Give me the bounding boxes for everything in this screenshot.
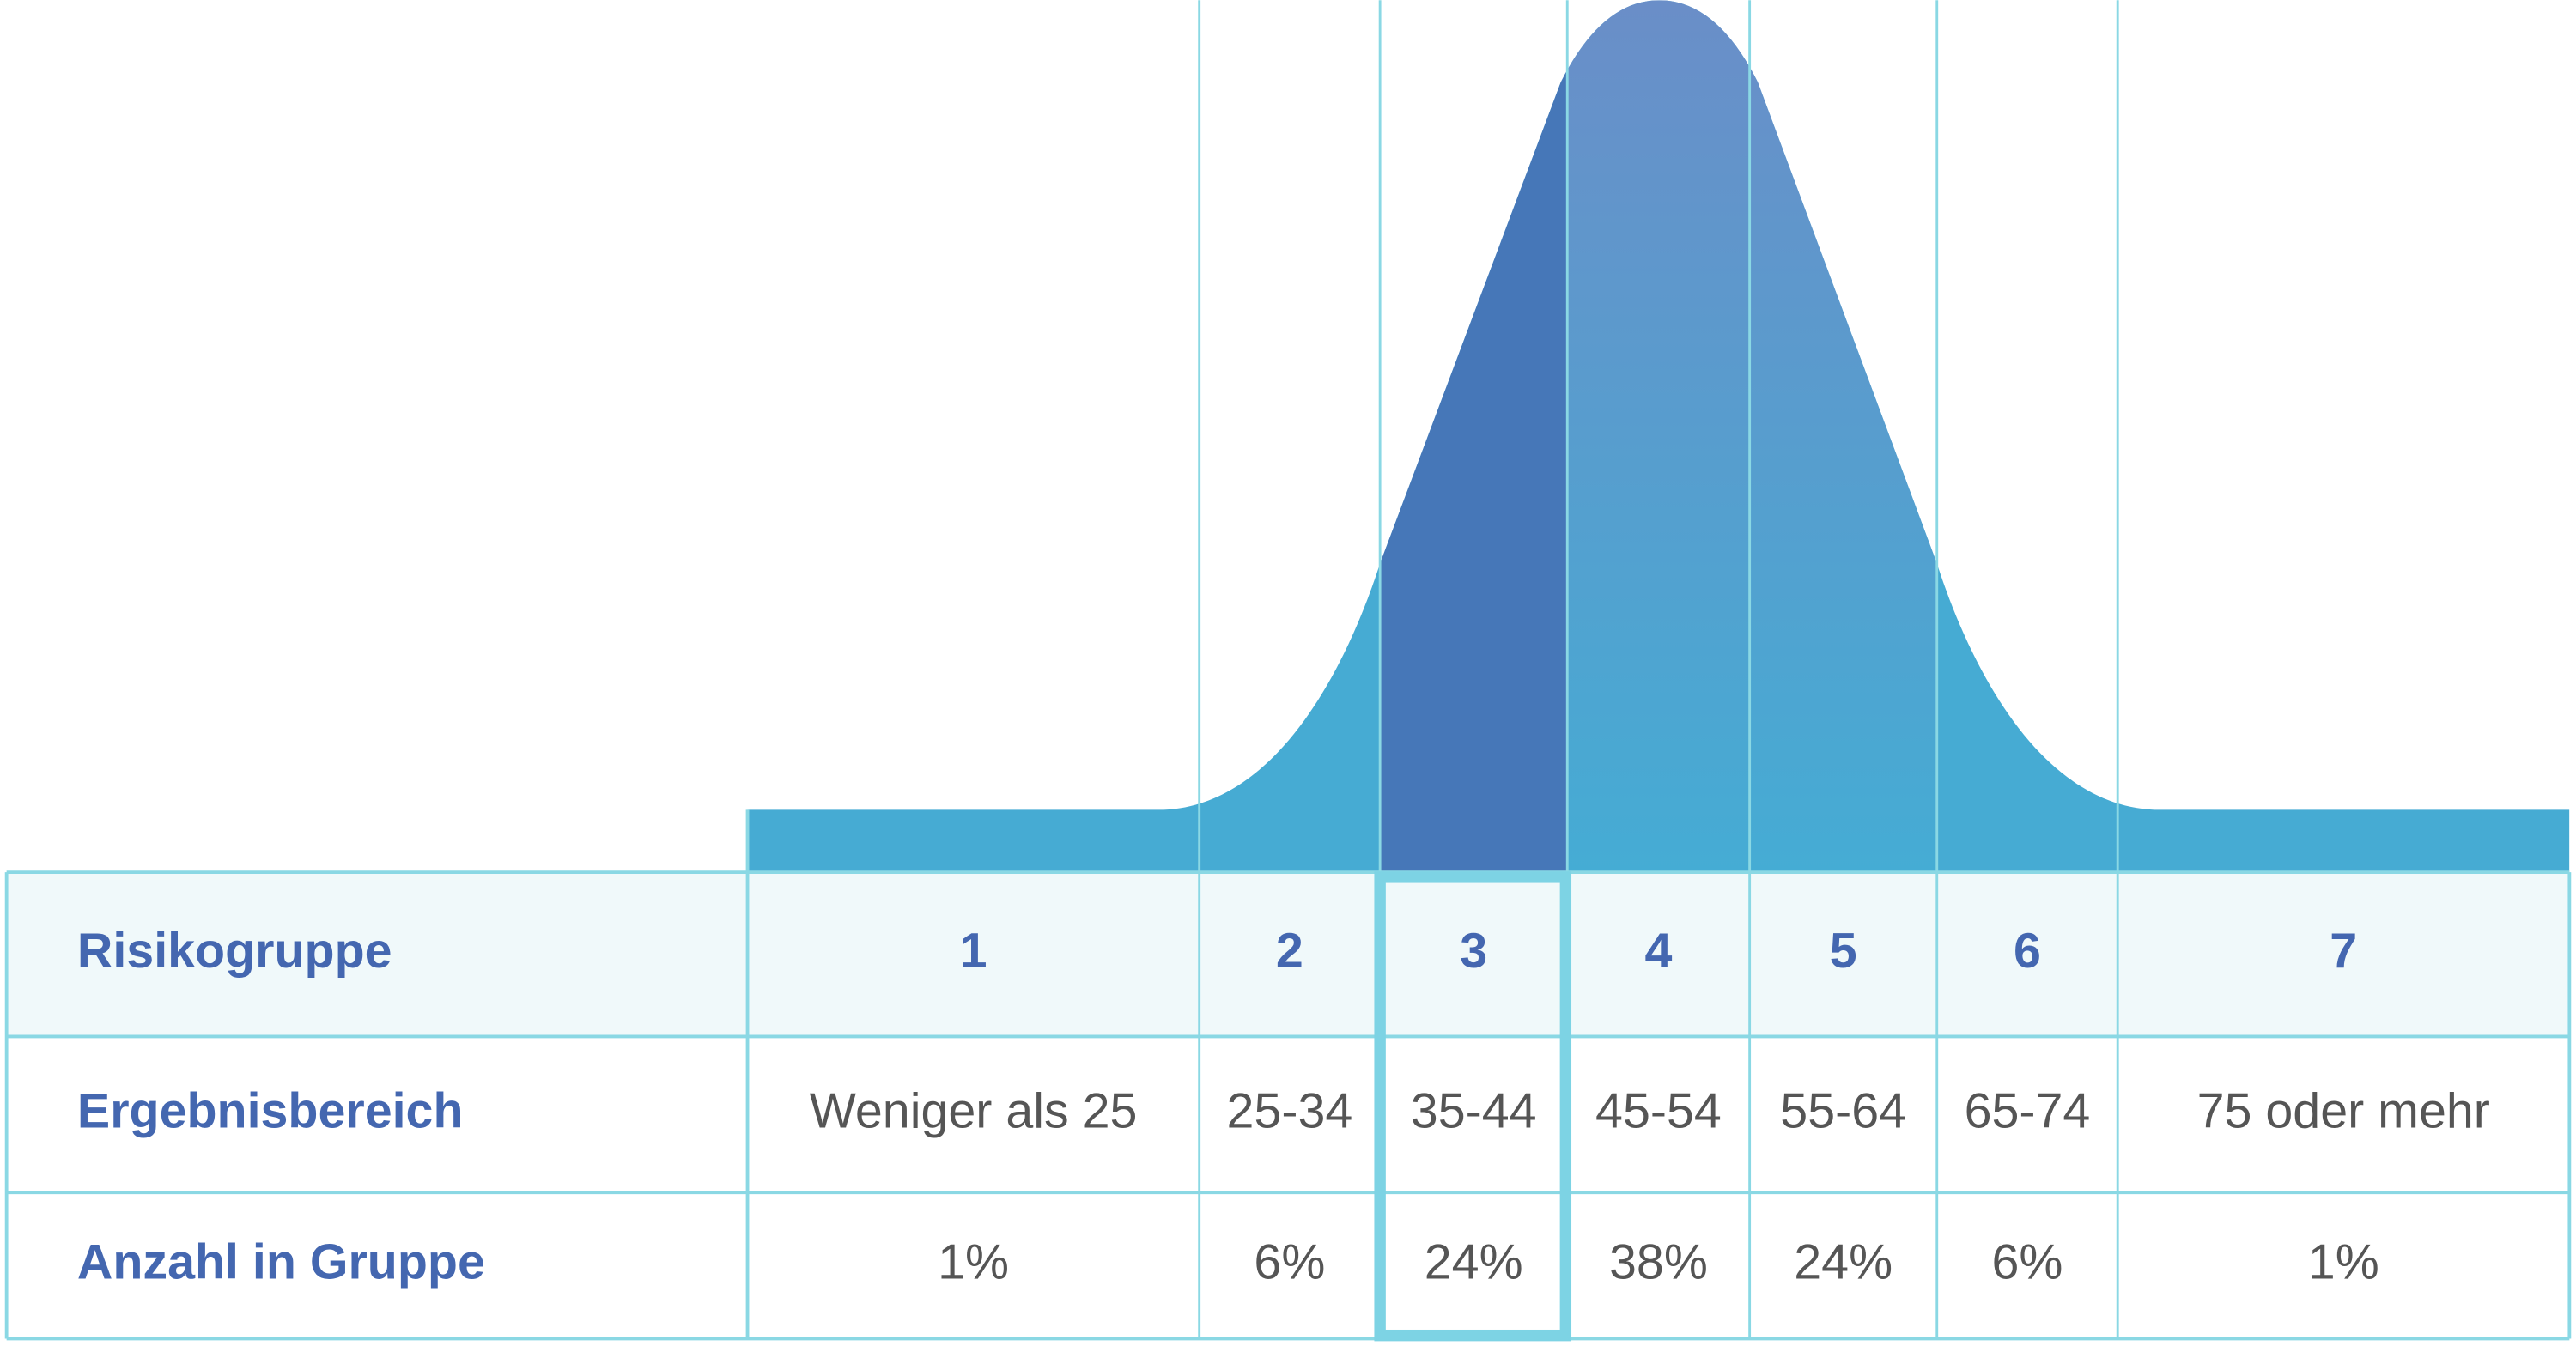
- risk-group: 7: [2330, 924, 2357, 979]
- curve-highlight: [1380, 0, 1568, 873]
- score-range: 55-64: [1780, 1083, 1906, 1138]
- risk-group: 5: [1830, 924, 1857, 979]
- score-range: 45-54: [1595, 1083, 1722, 1138]
- risk-group: 4: [1644, 924, 1672, 979]
- score-range: 35-44: [1411, 1083, 1537, 1138]
- risk-group: 3: [1460, 924, 1487, 979]
- header-row: [6, 872, 2570, 1037]
- score-range: 75 oder mehr: [2197, 1083, 2490, 1138]
- row-header: Anzahl in Gruppe: [77, 1235, 485, 1290]
- bell-curve: [747, 0, 2570, 873]
- score-range: 25-34: [1227, 1083, 1353, 1138]
- group-share: 1%: [2308, 1235, 2379, 1290]
- group-share: 38%: [1609, 1235, 1708, 1290]
- score-range: Weniger als 25: [810, 1083, 1138, 1138]
- risk-group: 1: [960, 924, 987, 979]
- group-share: 24%: [1425, 1235, 1523, 1290]
- group-share: 6%: [1992, 1235, 2063, 1290]
- curve-center: [1567, 0, 1937, 873]
- risk-group: 2: [1276, 924, 1303, 979]
- score-range: 65-74: [1965, 1083, 2091, 1138]
- group-share: 6%: [1254, 1235, 1325, 1290]
- row-header: Risikogruppe: [77, 924, 392, 979]
- group-share: 1%: [938, 1235, 1009, 1290]
- row-header: Ergebnisbereich: [77, 1083, 464, 1138]
- table-cells: Risikogruppe Ergebnisbereich Anzahl in Gru…: [77, 924, 2490, 1290]
- group-share: 24%: [1794, 1235, 1893, 1290]
- risk-group: 6: [2014, 924, 2041, 979]
- highlight-box: [1374, 871, 1572, 1342]
